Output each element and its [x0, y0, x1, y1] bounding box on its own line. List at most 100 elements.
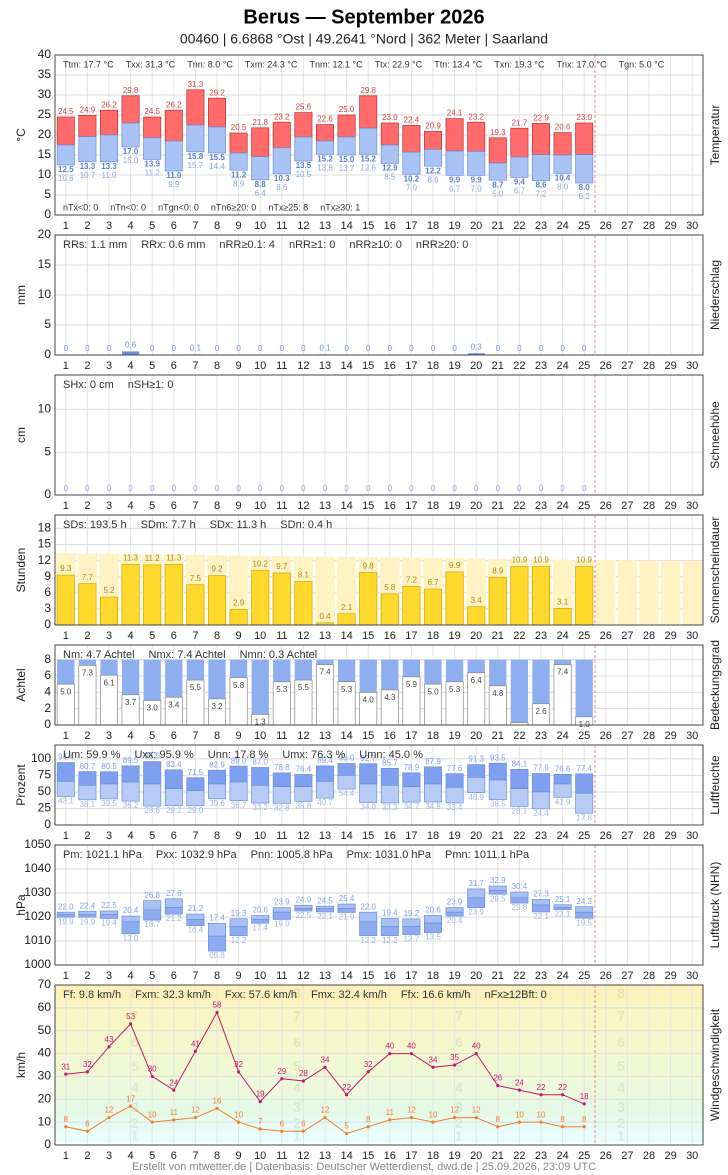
remainder-bar — [359, 659, 377, 693]
y-tick-label: 5 — [44, 187, 51, 201]
x-tick-label: 29 — [664, 830, 676, 842]
min-label: 22.1 — [317, 912, 333, 921]
upper-bar — [78, 771, 97, 786]
value-label: 0 — [128, 484, 133, 493]
value-label: 24 — [515, 1078, 524, 1087]
y-tick-label: 100 — [31, 751, 51, 765]
y-tick-label: 5 — [44, 317, 51, 331]
min-label: 38.5 — [490, 800, 506, 809]
x-tick-label: 9 — [236, 360, 242, 372]
min-label: 22.5 — [296, 911, 312, 920]
x-tick-label: 16 — [384, 830, 396, 842]
remainder-bar — [121, 659, 140, 695]
x-tick-label: 22 — [513, 1150, 525, 1162]
x-tick-label: 17 — [405, 630, 417, 642]
stat: SDx: 11.3 h — [210, 519, 267, 531]
min-label: 15.8 — [188, 152, 204, 161]
value-label: 30 — [148, 1065, 157, 1074]
upper-bar — [575, 906, 594, 913]
lower-bar — [359, 921, 378, 937]
x-tick-label: 23 — [535, 730, 547, 742]
point — [539, 1120, 543, 1124]
beaufort-level: 6 — [293, 1034, 301, 1050]
beaufort-level: 8 — [293, 985, 301, 1001]
stat: nRR≥1: 0 — [289, 239, 335, 251]
value-label: 29 — [277, 1067, 286, 1076]
y-tick-label: 0 — [44, 817, 51, 831]
stat: Txm: 24.3 °C — [245, 59, 298, 69]
y-tick-label: 1010 — [24, 933, 51, 947]
lower-bar — [510, 788, 529, 807]
x-tick-label: 9 — [236, 500, 242, 512]
beaufort-level: 3 — [131, 1099, 139, 1115]
x-tick-label: 6 — [171, 630, 177, 642]
x-tick-label: 16 — [384, 630, 396, 642]
min-label: 13.0 — [123, 934, 139, 943]
extra-label: 10.5 — [296, 170, 312, 179]
x-tick-label: 7 — [192, 830, 198, 842]
panel: 1 1 1 12 2 2 23 3 3 34 4 4 45 5 5 56 6 6 67 7 7 78 8 8 801020304… — [14, 977, 722, 1162]
lower-bar — [100, 134, 118, 163]
lower-bar — [78, 784, 97, 801]
point — [280, 1077, 284, 1081]
lower-bar — [488, 162, 507, 181]
value-label: 10 — [515, 1110, 524, 1119]
x-tick-label: 18 — [427, 630, 439, 642]
max-label: 93.5 — [490, 753, 506, 762]
upper-bar — [100, 109, 118, 136]
x-tick-label: 24 — [556, 500, 568, 512]
min-label: 19.9 — [80, 917, 96, 926]
point — [323, 1115, 327, 1120]
bar — [488, 576, 507, 626]
value-label: 0 — [539, 344, 544, 353]
x-tick-label: 30 — [686, 500, 698, 512]
bar — [445, 571, 464, 626]
plot-frame — [54, 514, 704, 626]
point — [129, 1104, 133, 1108]
value-label: 41 — [191, 1039, 200, 1048]
remainder-bar — [467, 659, 485, 673]
value-label: 0 — [344, 484, 349, 493]
min-label: 05.8 — [209, 951, 225, 960]
upper-bar — [359, 95, 378, 129]
x-tick-label: 20 — [470, 500, 482, 512]
lower-bar — [424, 149, 442, 167]
point — [345, 1093, 349, 1097]
lower-bar — [316, 781, 334, 799]
point — [496, 1125, 500, 1129]
value-label: 8 — [582, 1115, 587, 1124]
x-tick-label: 30 — [686, 830, 698, 842]
value-label: 9.9 — [449, 561, 461, 570]
x-tick-label: 28 — [643, 970, 655, 982]
value-label: 5.3 — [341, 685, 353, 694]
y-tick-label: 25 — [38, 107, 52, 121]
value-label: 3.1 — [557, 597, 569, 606]
side-label: Temperatur — [708, 105, 722, 166]
x-tick-label: 14 — [340, 970, 352, 982]
upper-bar — [553, 904, 572, 908]
extra-label: 6.7 — [449, 185, 461, 194]
x-tick-label: 21 — [492, 730, 504, 742]
value-label: 7.4 — [319, 668, 331, 677]
extra-label: 8.6 — [276, 183, 288, 192]
stat: Pmn: 1011.1 hPa — [445, 849, 530, 861]
upper-bar — [467, 121, 486, 152]
value-label: 11 — [170, 1108, 179, 1117]
upper-bar — [510, 769, 529, 789]
x-tick-label: 16 — [384, 970, 396, 982]
y-tick-label: 0 — [44, 717, 51, 731]
x-tick-label: 13 — [319, 500, 331, 512]
lower-bar — [575, 154, 594, 184]
value-label: 22 — [558, 1083, 567, 1092]
max-label: 22.4 — [80, 901, 96, 910]
min-label: 34.7 — [404, 802, 420, 811]
y-axis-label: mm — [14, 285, 28, 305]
y-tick-label: 0 — [44, 207, 51, 221]
value-label: 0 — [517, 344, 522, 353]
lower-bar — [294, 908, 313, 912]
min-label: 12.9 — [382, 164, 398, 173]
y-tick-label: 10 — [38, 287, 52, 301]
x-tick-label: 3 — [106, 970, 112, 982]
value-label: 0 — [517, 484, 522, 493]
